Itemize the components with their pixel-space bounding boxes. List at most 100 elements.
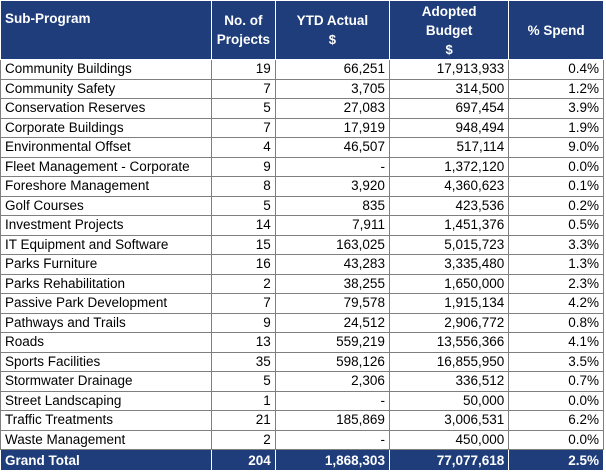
table-row: Environmental Offset 4 46,507 517,114 9.0% xyxy=(0,137,604,158)
cell-ytd-actual: 559,219 xyxy=(274,332,390,353)
cell-sub-program: Traffic Treatments xyxy=(0,410,212,431)
cell-projects: 5 xyxy=(210,98,276,119)
header-ytd-label: YTD Actual xyxy=(296,13,369,28)
cell-adopted-budget: 2,906,772 xyxy=(388,312,510,333)
cell-projects: 9 xyxy=(210,312,276,333)
cell-ytd-actual: 43,283 xyxy=(274,254,390,275)
cell-spend: 9.0% xyxy=(508,137,604,158)
cell-projects: 5 xyxy=(210,195,276,216)
cell-ytd-actual: - xyxy=(274,156,390,177)
table-row: Traffic Treatments 21 185,869 3,006,531 6.2% xyxy=(0,410,604,431)
cell-ytd-actual: 24,512 xyxy=(274,312,390,333)
cell-ytd-actual: 835 xyxy=(274,195,390,216)
cell-ytd-actual: 163,025 xyxy=(274,234,390,255)
cell-sub-program: Conservation Reserves xyxy=(0,98,212,119)
total-projects: 204 xyxy=(210,449,276,471)
table-row: Community Buildings 19 66,251 17,913,933 0.4… xyxy=(0,59,604,80)
header-spend-label: % Spend xyxy=(527,22,585,38)
table-row: Pathways and Trails 9 24,512 2,906,772 0.8% xyxy=(0,312,604,333)
table-row: Parks Rehabilitation 2 38,255 1,650,000 2.3% xyxy=(0,273,604,294)
cell-spend: 3.9% xyxy=(508,98,604,119)
table-row: Parks Furniture 16 43,283 3,335,480 1.3% xyxy=(0,254,604,275)
cell-spend: 0.7% xyxy=(508,371,604,392)
cell-projects: 19 xyxy=(210,59,276,80)
header-ytd-unit: $ xyxy=(328,32,336,47)
cell-adopted-budget: 3,335,480 xyxy=(388,254,510,275)
cell-ytd-actual: 17,919 xyxy=(274,117,390,138)
table-row: Investment Projects 14 7,911 1,451,376 0.5% xyxy=(0,215,604,236)
cell-spend: 0.2% xyxy=(508,195,604,216)
cell-projects: 13 xyxy=(210,332,276,353)
cell-spend: 3.3% xyxy=(508,234,604,255)
table-row: Stormwater Drainage 5 2,306 336,512 0.7% xyxy=(0,371,604,392)
table-row: Sports Facilities 35 598,126 16,855,950 3.5% xyxy=(0,351,604,372)
cell-sub-program: Investment Projects xyxy=(0,215,212,236)
cell-spend: 1.9% xyxy=(508,117,604,138)
grand-total-row: Grand Total 204 1,868,303 77,077,618 2.5… xyxy=(0,449,604,471)
cell-spend: 4.1% xyxy=(508,332,604,353)
header-ytd-actual: YTD Actual $ xyxy=(274,0,390,60)
header-spend: % Spend xyxy=(508,0,604,60)
cell-adopted-budget: 4,360,623 xyxy=(388,176,510,197)
cell-projects: 7 xyxy=(210,78,276,99)
cell-adopted-budget: 3,006,531 xyxy=(388,410,510,431)
cell-adopted-budget: 517,114 xyxy=(388,137,510,158)
cell-adopted-budget: 1,451,376 xyxy=(388,215,510,236)
cell-sub-program: Waste Management xyxy=(0,429,212,450)
cell-adopted-budget: 16,855,950 xyxy=(388,351,510,372)
total-spend: 2.5% xyxy=(508,449,604,471)
cell-ytd-actual: - xyxy=(274,390,390,411)
cell-adopted-budget: 1,372,120 xyxy=(388,156,510,177)
cell-adopted-budget: 17,913,933 xyxy=(388,59,510,80)
header-row: Sub-Program No. of Projects YTD Actual $… xyxy=(0,0,604,60)
cell-adopted-budget: 1,650,000 xyxy=(388,273,510,294)
cell-ytd-actual: 2,306 xyxy=(274,371,390,392)
cell-adopted-budget: 1,915,134 xyxy=(388,293,510,314)
table-row: Corporate Buildings 7 17,919 948,494 1.9% xyxy=(0,117,604,138)
cell-projects: 7 xyxy=(210,117,276,138)
table-row: IT Equipment and Software 15 163,025 5,015,… xyxy=(0,234,604,255)
cell-adopted-budget: 336,512 xyxy=(388,371,510,392)
cell-adopted-budget: 423,536 xyxy=(388,195,510,216)
header-budget-unit: $ xyxy=(445,41,453,57)
cell-adopted-budget: 948,494 xyxy=(388,117,510,138)
header-sub-program-label: Sub-Program xyxy=(5,11,91,26)
cell-ytd-actual: 27,083 xyxy=(274,98,390,119)
table-row: Conservation Reserves 5 27,083 697,454 3.9% xyxy=(0,98,604,119)
cell-ytd-actual: 598,126 xyxy=(274,351,390,372)
cell-ytd-actual: 38,255 xyxy=(274,273,390,294)
cell-ytd-actual: 185,869 xyxy=(274,410,390,431)
cell-sub-program: Environmental Offset xyxy=(0,137,212,158)
cell-sub-program: Community Buildings xyxy=(0,59,212,80)
header-adopted-budget: Adopted Budget $ xyxy=(388,0,510,60)
cell-adopted-budget: 314,500 xyxy=(388,78,510,99)
cell-spend: 0.8% xyxy=(508,312,604,333)
cell-sub-program: Parks Rehabilitation xyxy=(0,273,212,294)
cell-spend: 0.0% xyxy=(508,390,604,411)
cell-spend: 4.2% xyxy=(508,293,604,314)
cell-projects: 15 xyxy=(210,234,276,255)
cell-sub-program: Foreshore Management xyxy=(0,176,212,197)
cell-spend: 0.4% xyxy=(508,59,604,80)
header-sub-program: Sub-Program xyxy=(0,0,212,60)
cell-spend: 2.3% xyxy=(508,273,604,294)
header-projects-line1: No. of xyxy=(224,13,263,28)
cell-projects: 1 xyxy=(210,390,276,411)
cell-spend: 1.2% xyxy=(508,78,604,99)
cell-sub-program: Golf Courses xyxy=(0,195,212,216)
table-body: Community Buildings 19 66,251 17,913,933 0.4… xyxy=(0,59,604,450)
cell-spend: 3.5% xyxy=(508,351,604,372)
cell-ytd-actual: 66,251 xyxy=(274,59,390,80)
cell-projects: 21 xyxy=(210,410,276,431)
cell-adopted-budget: 50,000 xyxy=(388,390,510,411)
total-ytd: 1,868,303 xyxy=(274,449,390,471)
cell-sub-program: IT Equipment and Software xyxy=(0,234,212,255)
cell-spend: 6.2% xyxy=(508,410,604,431)
cell-spend: 0.0% xyxy=(508,156,604,177)
table-row: Foreshore Management 8 3,920 4,360,623 0.1% xyxy=(0,176,604,197)
cell-ytd-actual: - xyxy=(274,429,390,450)
table-row: Passive Park Development 7 79,578 1,915,134… xyxy=(0,293,604,314)
cell-spend: 0.5% xyxy=(508,215,604,236)
cell-sub-program: Pathways and Trails xyxy=(0,312,212,333)
